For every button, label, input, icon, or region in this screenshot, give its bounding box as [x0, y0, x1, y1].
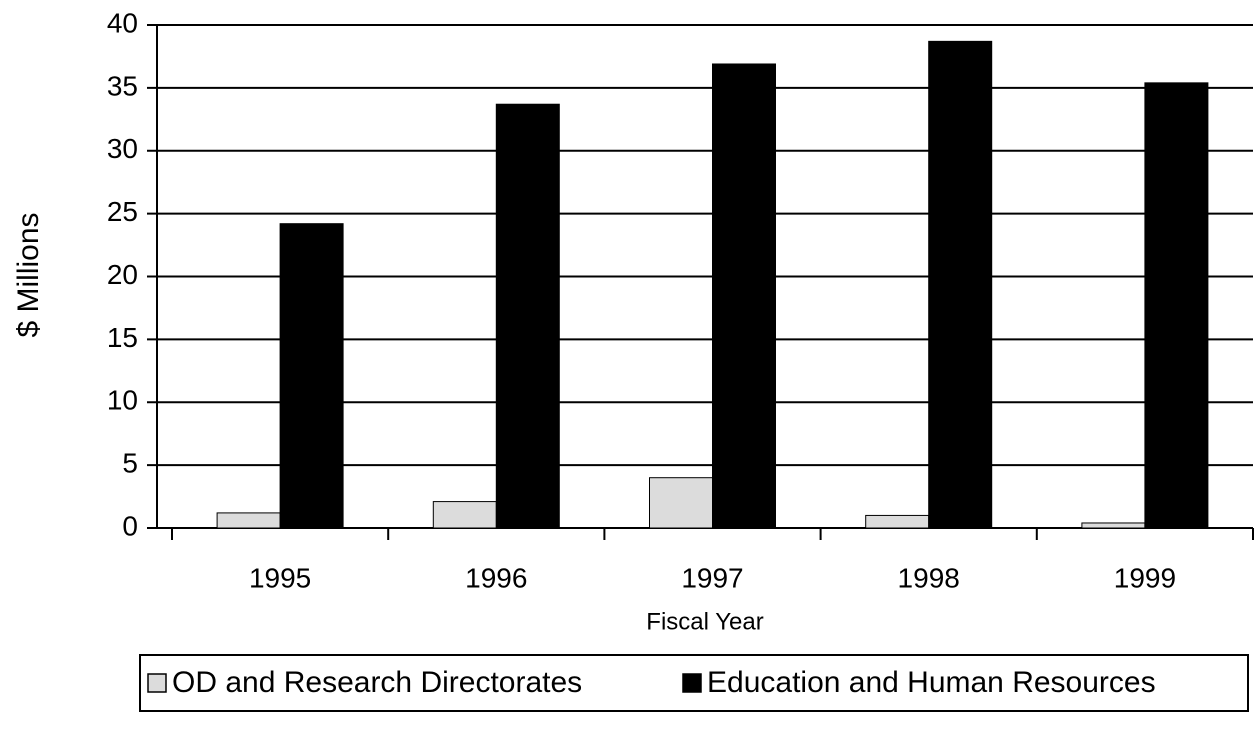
x-tick-label: 1995 — [249, 562, 311, 593]
legend-label: OD and Research Directorates — [172, 666, 582, 699]
x-tick-label: 1996 — [465, 562, 527, 593]
y-tick-label: 10 — [107, 385, 138, 416]
y-tick-label: 5 — [122, 448, 138, 479]
x-axis-label: Fiscal Year — [646, 608, 763, 635]
bar — [216, 512, 281, 529]
x-tick-label: 1999 — [1114, 562, 1176, 593]
y-axis-label: $ Millions — [12, 212, 45, 337]
bar — [865, 514, 930, 529]
bar — [1144, 82, 1209, 529]
bar — [279, 223, 344, 529]
x-tick-label: 1998 — [898, 562, 960, 593]
y-tick-label: 30 — [107, 133, 138, 164]
legend-box — [139, 654, 1249, 712]
bar — [928, 40, 993, 529]
x-tick-label: 1997 — [681, 562, 743, 593]
y-tick-label: 0 — [122, 510, 138, 541]
y-tick-label: 20 — [107, 259, 138, 290]
y-tick-label: 15 — [107, 322, 138, 353]
y-tick-label: 25 — [107, 196, 138, 227]
legend-swatch — [682, 673, 702, 693]
bar — [495, 103, 560, 529]
bar — [1081, 522, 1146, 529]
y-tick-label: 35 — [107, 70, 138, 101]
y-tick-label: 40 — [107, 7, 138, 38]
legend-label: Education and Human Resources — [707, 666, 1156, 699]
bar — [649, 477, 713, 529]
bar — [432, 501, 497, 529]
bar — [712, 63, 776, 529]
legend-swatch — [147, 673, 167, 693]
